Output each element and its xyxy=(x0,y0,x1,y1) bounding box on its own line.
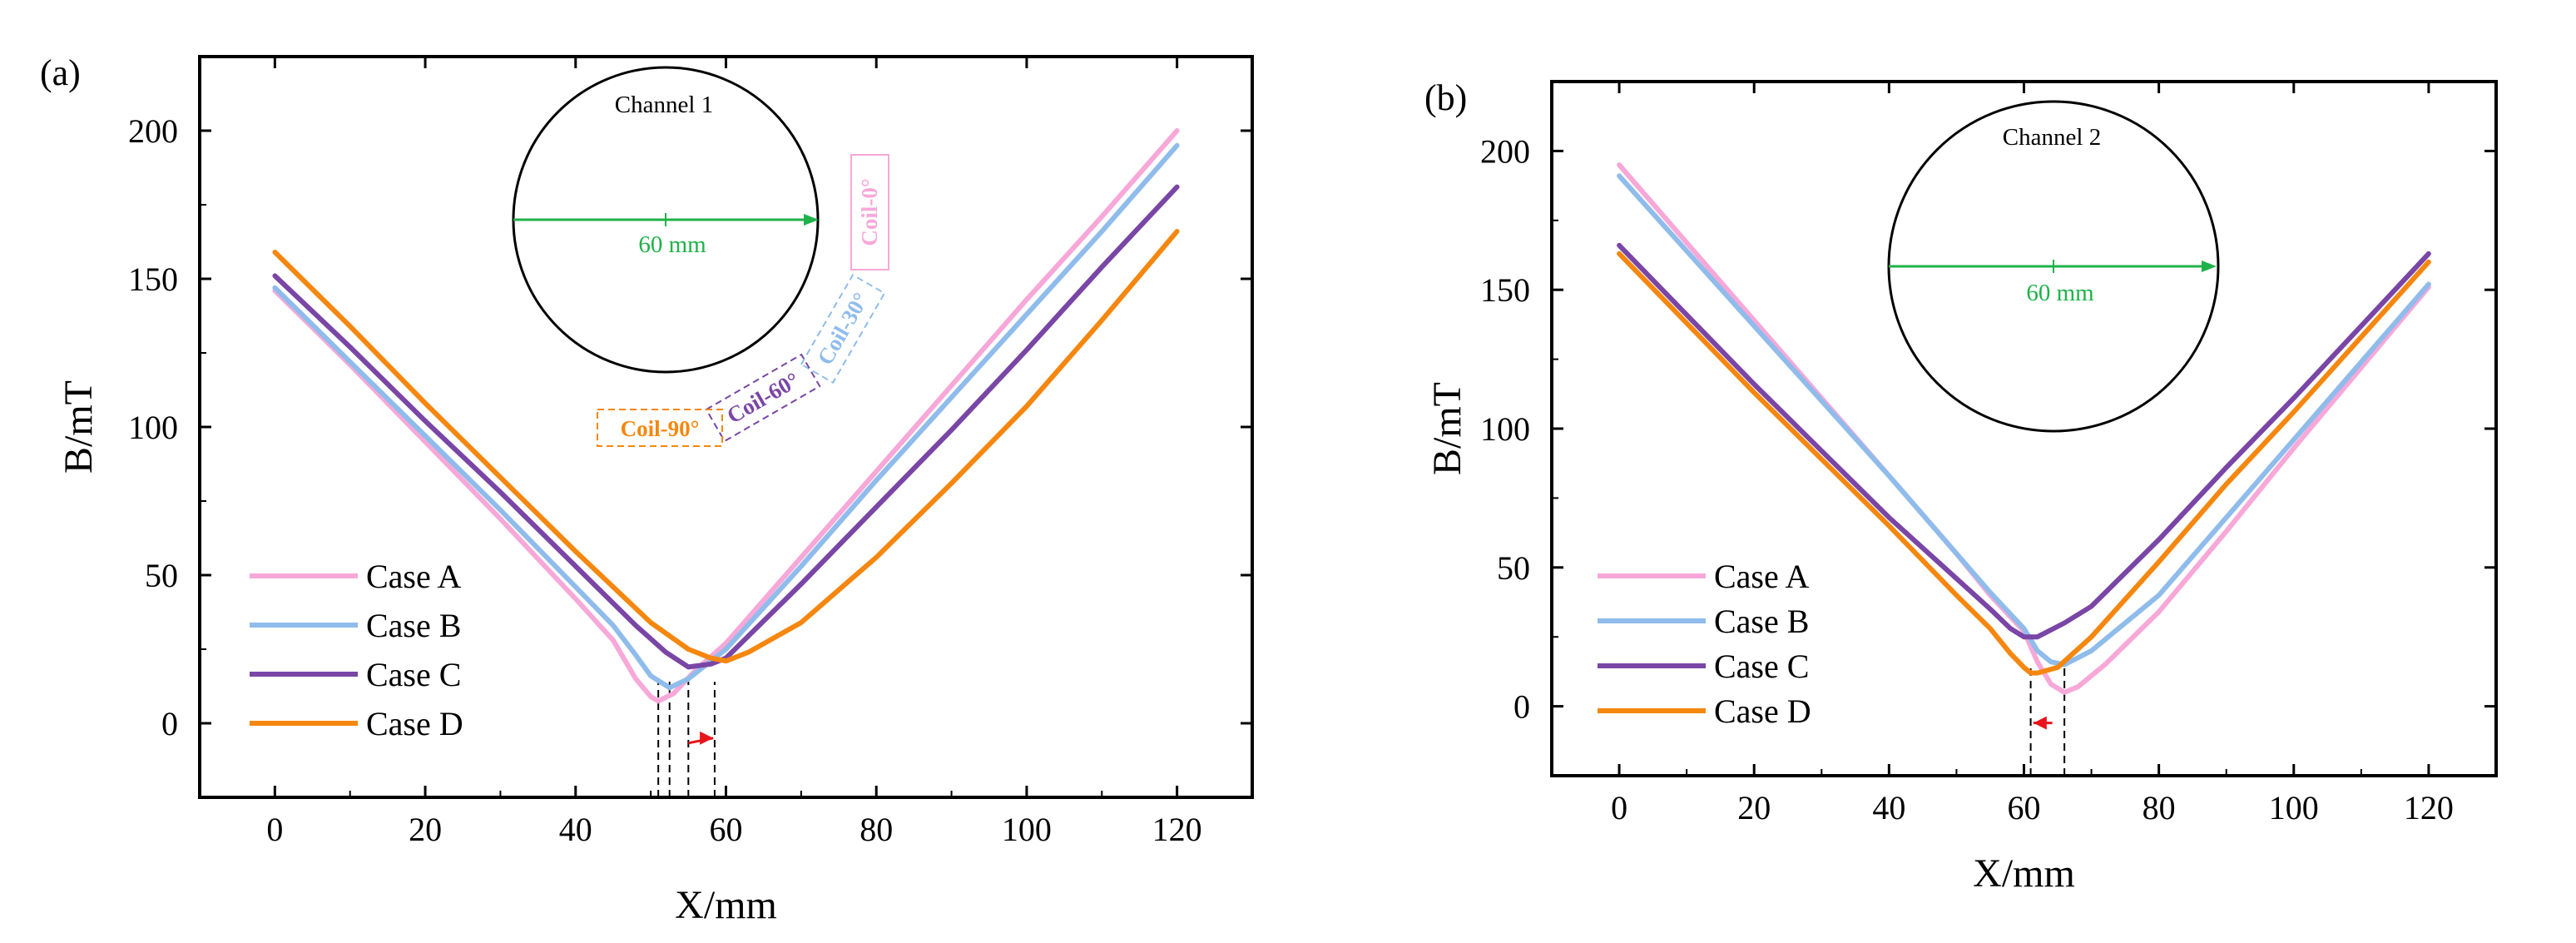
series-line-case-d xyxy=(272,229,1180,664)
y-tick-label: 0 xyxy=(161,705,178,742)
x-tick-label: 60 xyxy=(710,811,743,848)
x-tick-label: 0 xyxy=(1611,789,1627,826)
x-axis-label: X/mm xyxy=(675,883,777,927)
channel-2-dimension: 60 mm xyxy=(2026,280,2094,306)
legend-label: Case A xyxy=(366,558,462,595)
y-tick-label: 150 xyxy=(1480,271,1530,309)
channel-1-title: Channel 1 xyxy=(615,92,713,118)
x-tick-label: 100 xyxy=(1002,811,1052,848)
coil-90-box xyxy=(597,409,723,447)
x-tick-label: 100 xyxy=(2269,789,2319,826)
channel-2-arrowhead xyxy=(2202,261,2217,272)
y-tick-label: 150 xyxy=(128,261,178,298)
x-tick-label: 40 xyxy=(1872,789,1905,826)
coil-0-label: Coil-0° xyxy=(857,178,882,246)
chart-b: Channel 2 60 mm 0 20 40 60 80 100 120 0 50 100 150… xyxy=(1425,80,2498,896)
series-line-case-c xyxy=(1617,242,2431,640)
y-tick-label: 100 xyxy=(1480,410,1530,448)
legend-label: Case B xyxy=(366,607,461,644)
panel-b-label: (b) xyxy=(1424,77,1467,118)
x-axis-label: X/mm xyxy=(1973,851,2075,896)
channel-1-dimension: 60 mm xyxy=(638,231,706,258)
x-tick-label: 0 xyxy=(266,811,283,848)
x-tick-label: 20 xyxy=(1737,789,1771,826)
legend-label: Case D xyxy=(366,705,463,742)
y-axis-label: B/mT xyxy=(57,380,101,474)
x-tick-label: 120 xyxy=(1152,811,1202,848)
channel-2-title: Channel 2 xyxy=(2003,124,2101,151)
legend-label: Case C xyxy=(1714,648,1809,685)
legend-label: Case A xyxy=(1714,558,1810,595)
y-tick-label: 50 xyxy=(145,557,178,594)
shift-arrowhead xyxy=(700,731,714,745)
series-line-case-b xyxy=(1617,173,2431,668)
chart-a: Channel 1 60 mm Coil-0° Coil-30° Coil-60… xyxy=(57,55,1254,927)
x-tick-label: 80 xyxy=(2143,789,2176,826)
x-tick-label: 40 xyxy=(559,811,592,848)
series-line-case-d xyxy=(1617,251,2431,676)
x-tick-label: 60 xyxy=(2008,789,2041,826)
y-axis-label: B/mT xyxy=(1425,382,1469,475)
series-line-case-b xyxy=(272,142,1180,691)
plot-frame xyxy=(198,55,1254,799)
coil-90-label: Coil-90° xyxy=(621,416,700,441)
x-tick-label: 80 xyxy=(859,811,893,848)
y-tick-label: 50 xyxy=(1497,549,1530,587)
x-tick-label: 20 xyxy=(409,811,442,848)
panel-a-label: (a) xyxy=(40,52,81,93)
y-tick-label: 0 xyxy=(1513,688,1530,726)
coil-60-box xyxy=(705,353,821,443)
legend-label: Case C xyxy=(366,656,461,693)
legend-label: Case B xyxy=(1714,603,1809,640)
series-line-case-c xyxy=(272,184,1180,670)
legend-label: Case D xyxy=(1714,692,1811,730)
coil-30-label: Coil-30° xyxy=(812,288,873,369)
channel-1-arrowhead xyxy=(804,214,819,226)
y-tick-label: 200 xyxy=(128,112,178,150)
coil-30-box xyxy=(800,273,886,385)
x-tick-label: 120 xyxy=(2404,789,2454,826)
y-tick-label: 200 xyxy=(1480,132,1530,170)
y-tick-label: 100 xyxy=(128,409,178,446)
series-line-case-a xyxy=(272,128,1180,704)
coil-0-box xyxy=(850,154,889,270)
shift-arrowhead xyxy=(2033,716,2047,730)
